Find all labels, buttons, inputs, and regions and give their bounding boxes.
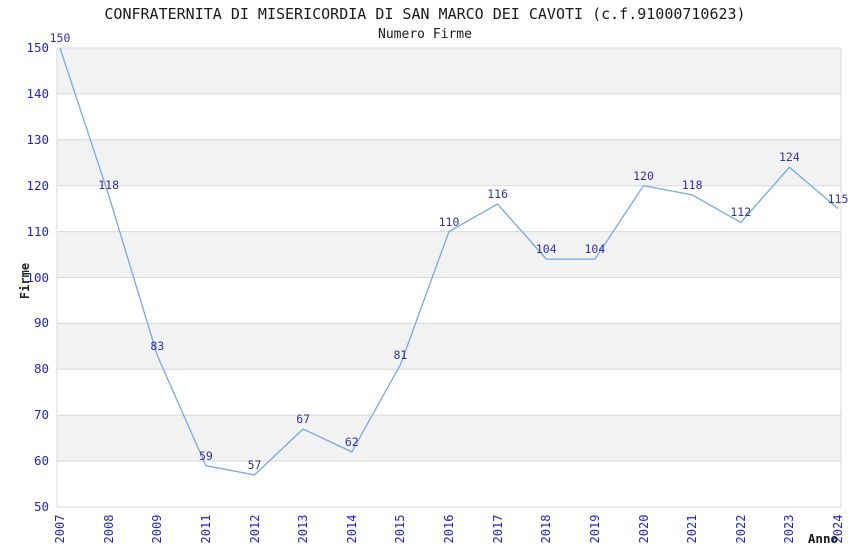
x-tick-label: 2021 [685, 514, 700, 544]
y-tick-label: 140 [26, 85, 49, 101]
x-tick-label: 2018 [539, 514, 554, 544]
data-point-label: 118 [681, 177, 703, 192]
data-point-label: 57 [247, 457, 262, 472]
data-point-label: 116 [487, 187, 509, 202]
x-tick-label: 2016 [442, 514, 456, 544]
data-point-label: 104 [584, 242, 606, 257]
y-tick-label: 70 [33, 407, 49, 423]
x-tick-label: 2022 [733, 514, 748, 544]
x-axis-title: Anno [807, 531, 838, 546]
y-tick-label: 60 [33, 453, 49, 469]
data-point-label: 150 [49, 31, 71, 45]
data-point-label: 83 [150, 338, 165, 353]
series-line [59, 47, 839, 476]
x-tick-label: 2017 [490, 514, 505, 544]
data-point-label: 118 [98, 177, 120, 192]
data-point-label: 62 [344, 434, 359, 449]
y-tick-label: 130 [26, 131, 49, 147]
x-tick-label: 2009 [150, 514, 165, 544]
data-point-label: 110 [438, 214, 460, 229]
y-tick-label: 150 [26, 40, 49, 55]
grid-band [57, 139, 841, 186]
data-point-label: 120 [633, 168, 654, 183]
data-point-label: 112 [730, 205, 752, 220]
x-tick-label: 2020 [636, 514, 651, 544]
data-point-label: 104 [535, 242, 557, 257]
x-tick-label: 2023 [782, 514, 797, 544]
y-tick-label: 100 [26, 269, 49, 285]
x-tick-label: 2019 [587, 514, 602, 544]
y-tick-label: 90 [33, 315, 49, 331]
x-tick-label: 2015 [393, 514, 408, 544]
data-point-label: 81 [393, 347, 408, 362]
x-tick-label: 2012 [247, 514, 262, 544]
chart-title: CONFRATERNITA DI MISERICORDIA DI SAN MAR… [104, 5, 746, 23]
x-tick-label: 2007 [53, 514, 67, 544]
y-tick-label: 110 [26, 223, 49, 239]
grid-band [57, 323, 841, 370]
grid-band [57, 415, 841, 462]
x-tick-label: 2008 [101, 514, 116, 544]
data-point-label: 124 [778, 150, 800, 165]
data-point-label: 67 [296, 411, 311, 426]
x-tick-label: 2014 [344, 514, 359, 544]
grid-band [57, 231, 841, 278]
x-tick-label: 2011 [198, 514, 213, 544]
data-point-label: 115 [827, 191, 849, 206]
data-point-label: 59 [198, 448, 213, 463]
grid-band [57, 48, 841, 94]
y-tick-label: 120 [26, 177, 49, 193]
x-tick-label: 2013 [296, 514, 311, 544]
y-axis-title: Firme [18, 262, 32, 300]
chart-subtitle: Numero Firme [378, 27, 472, 42]
y-tick-label: 50 [33, 499, 49, 514]
y-tick-label: 80 [33, 361, 49, 377]
